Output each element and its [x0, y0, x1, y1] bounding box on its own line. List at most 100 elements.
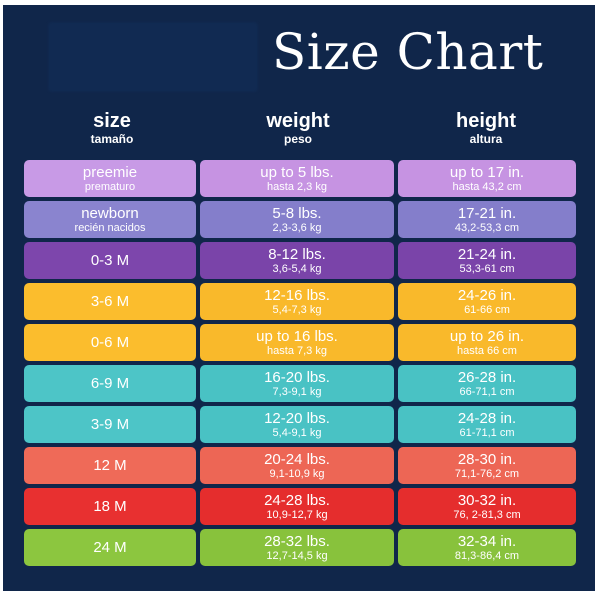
height-cell: 32-34 in. 81,3-86,4 cm: [398, 529, 576, 566]
header-size-label: size: [93, 110, 131, 132]
weight-cell: 28-32 lbs. 12,7-14,5 kg: [200, 529, 394, 566]
blurred-logo-area: [48, 22, 258, 92]
height-cell: 24-28 in. 61-71,1 cm: [398, 406, 576, 443]
height-value: 32-34 in.: [457, 532, 517, 550]
weight-value-metric: 5,4-7,3 kg: [272, 303, 322, 316]
size-cell: 0-3 M: [24, 242, 196, 279]
weight-value-metric: 2,3-3,6 kg: [272, 221, 322, 234]
weight-cell: 5-8 lbs. 2,3-3,6 kg: [200, 201, 394, 238]
header-weight-label: weight: [266, 110, 330, 132]
height-value-metric: 81,3-86,4 cm: [454, 549, 520, 562]
size-label: 0-3 M: [90, 251, 130, 269]
header-size-label-es: tamaño: [90, 132, 134, 146]
table-row: 12 M 20-24 lbs. 9,1-10,9 kg 28-30 in. 71,1-7…: [24, 447, 576, 484]
size-cell: newborn recién nacidos: [24, 201, 196, 238]
size-label: 18 M: [93, 497, 127, 515]
weight-value: 12-20 lbs.: [264, 409, 330, 427]
weight-cell: 12-16 lbs. 5,4-7,3 kg: [200, 283, 394, 320]
weight-cell: 8-12 lbs. 3,6-5,4 kg: [200, 242, 394, 279]
weight-value: 28-32 lbs.: [264, 532, 330, 550]
size-label: 3-6 M: [90, 292, 130, 310]
size-label: preemie: [82, 163, 138, 181]
height-cell: up to 26 in. hasta 66 cm: [398, 324, 576, 361]
size-cell: 3-6 M: [24, 283, 196, 320]
height-value: up to 26 in.: [449, 327, 525, 345]
weight-value-metric: 12,7-14,5 kg: [266, 549, 328, 562]
height-value-metric: 66-71,1 cm: [459, 385, 515, 398]
height-value-metric: 71,1-76,2 cm: [454, 467, 520, 480]
weight-value: up to 5 lbs.: [260, 163, 334, 181]
height-value: up to 17 in.: [449, 163, 525, 181]
size-cell: 6-9 M: [24, 365, 196, 402]
height-cell: 30-32 in. 76, 2-81,3 cm: [398, 488, 576, 525]
table-row: 0-3 M 8-12 lbs. 3,6-5,4 kg 21-24 in. 53,3-61…: [24, 242, 576, 279]
size-label: 0-6 M: [90, 333, 130, 351]
size-cell: preemie prematuro: [24, 160, 196, 197]
weight-value-metric: hasta 2,3 kg: [267, 180, 327, 193]
size-cell: 24 M: [24, 529, 196, 566]
table-row: 3-6 M 12-16 lbs. 5,4-7,3 kg 24-26 in. 61-66 …: [24, 283, 576, 320]
header-height-label-es: altura: [469, 132, 503, 146]
size-label-es: prematuro: [84, 180, 136, 193]
size-cell: 18 M: [24, 488, 196, 525]
height-cell: 26-28 in. 66-71,1 cm: [398, 365, 576, 402]
height-value: 17-21 in.: [457, 204, 517, 222]
weight-value: 24-28 lbs.: [264, 491, 330, 509]
weight-cell: 12-20 lbs. 5,4-9,1 kg: [200, 406, 394, 443]
page-title: Size Chart: [272, 23, 544, 81]
size-label: 12 M: [93, 456, 127, 474]
header-height-label: height: [456, 110, 516, 132]
weight-value: 5-8 lbs.: [272, 204, 322, 222]
size-label: 3-9 M: [90, 415, 130, 433]
weight-value: 20-24 lbs.: [264, 450, 330, 468]
table-row: newborn recién nacidos 5-8 lbs. 2,3-3,6 kg 1…: [24, 201, 576, 238]
table-row: 3-9 M 12-20 lbs. 5,4-9,1 kg 24-28 in. 61-71,…: [24, 406, 576, 443]
table-row: 24 M 28-32 lbs. 12,7-14,5 kg 32-34 in. 81,3-…: [24, 529, 576, 566]
header-weight: weight peso: [200, 110, 396, 146]
header-height: height altura: [396, 110, 576, 146]
height-cell: up to 17 in. hasta 43,2 cm: [398, 160, 576, 197]
weight-value-metric: 3,6-5,4 kg: [272, 262, 322, 275]
size-cell: 12 M: [24, 447, 196, 484]
weight-value-metric: 5,4-9,1 kg: [272, 426, 322, 439]
size-cell: 3-9 M: [24, 406, 196, 443]
height-value: 26-28 in.: [457, 368, 517, 386]
weight-value: 8-12 lbs.: [268, 245, 326, 263]
size-label: 6-9 M: [90, 374, 130, 392]
weight-cell: 24-28 lbs. 10,9-12,7 kg: [200, 488, 394, 525]
weight-value-metric: 10,9-12,7 kg: [266, 508, 328, 521]
height-cell: 24-26 in. 61-66 cm: [398, 283, 576, 320]
height-value: 28-30 in.: [457, 450, 517, 468]
height-value-metric: 61-71,1 cm: [459, 426, 515, 439]
height-value: 30-32 in.: [457, 491, 517, 509]
weight-cell: up to 5 lbs. hasta 2,3 kg: [200, 160, 394, 197]
height-value-metric: hasta 66 cm: [457, 344, 517, 357]
height-value: 24-28 in.: [457, 409, 517, 427]
height-cell: 17-21 in. 43,2-53,3 cm: [398, 201, 576, 238]
weight-value: up to 16 lbs.: [256, 327, 338, 345]
size-label-es: recién nacidos: [74, 221, 146, 234]
size-label: newborn: [81, 204, 139, 222]
table-row: 6-9 M 16-20 lbs. 7,3-9,1 kg 26-28 in. 66-71,…: [24, 365, 576, 402]
weight-value: 12-16 lbs.: [264, 286, 330, 304]
weight-cell: 20-24 lbs. 9,1-10,9 kg: [200, 447, 394, 484]
height-value-metric: hasta 43,2 cm: [452, 180, 522, 193]
height-cell: 21-24 in. 53,3-61 cm: [398, 242, 576, 279]
weight-value-metric: 9,1-10,9 kg: [269, 467, 325, 480]
height-value-metric: 43,2-53,3 cm: [454, 221, 520, 234]
weight-cell: 16-20 lbs. 7,3-9,1 kg: [200, 365, 394, 402]
header-size: size tamaño: [24, 110, 200, 146]
size-label: 24 M: [93, 538, 127, 556]
header-weight-label-es: peso: [283, 132, 312, 146]
height-cell: 28-30 in. 71,1-76,2 cm: [398, 447, 576, 484]
table-row: preemie prematuro up to 5 lbs. hasta 2,3 kg…: [24, 160, 576, 197]
height-value-metric: 53,3-61 cm: [459, 262, 515, 275]
weight-value-metric: hasta 7,3 kg: [267, 344, 327, 357]
height-value: 21-24 in.: [457, 245, 517, 263]
table-row: 18 M 24-28 lbs. 10,9-12,7 kg 30-32 in. 76, 2…: [24, 488, 576, 525]
weight-value: 16-20 lbs.: [264, 368, 330, 386]
height-value-metric: 61-66 cm: [464, 303, 510, 316]
weight-value-metric: 7,3-9,1 kg: [272, 385, 322, 398]
weight-cell: up to 16 lbs. hasta 7,3 kg: [200, 324, 394, 361]
